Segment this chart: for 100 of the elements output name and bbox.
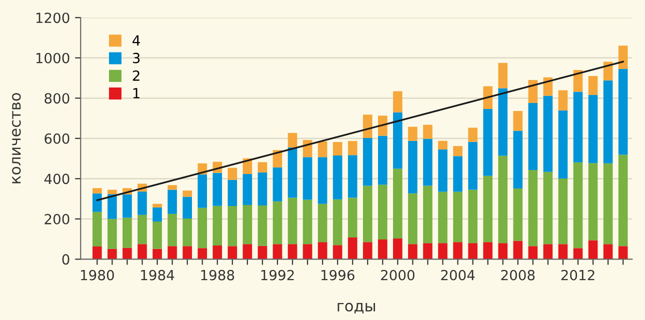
- bar: [152, 222, 162, 249]
- bar: [318, 157, 328, 204]
- x-tick-label: 2004: [441, 270, 475, 280]
- bar: [603, 80, 613, 164]
- bar: [108, 194, 117, 219]
- bar: [122, 194, 132, 218]
- bar: [288, 244, 298, 260]
- x-tick-label: 1980: [81, 270, 114, 280]
- bar: [318, 242, 328, 260]
- bar: [348, 198, 358, 238]
- bar: [258, 246, 268, 260]
- bar: [258, 172, 268, 206]
- x-tick-label: 1992: [261, 270, 294, 280]
- x-tick-label: 1988: [201, 270, 234, 280]
- bar: [212, 172, 222, 206]
- bar: [242, 244, 252, 260]
- bar: [393, 168, 402, 238]
- bar: [528, 170, 538, 246]
- bar: [198, 174, 207, 208]
- bar: [242, 205, 252, 244]
- bar: [498, 88, 508, 156]
- bar: [272, 201, 282, 244]
- bar: [513, 111, 523, 131]
- bar: [498, 243, 508, 260]
- bar: [152, 248, 162, 260]
- bar: [92, 193, 102, 212]
- bar: [453, 242, 462, 260]
- legend-label: 4: [132, 35, 140, 46]
- x-tick-label: 2008: [501, 270, 535, 280]
- bar: [362, 138, 372, 186]
- bar: [228, 246, 238, 260]
- bar: [498, 156, 508, 244]
- bar: [408, 140, 418, 194]
- bar: [258, 205, 268, 246]
- bar: [468, 190, 478, 244]
- bar: [288, 198, 298, 244]
- bar: [362, 242, 372, 260]
- bar: [122, 218, 132, 248]
- bar: [483, 242, 493, 260]
- bar: [558, 90, 568, 110]
- y-tick-label: 200: [44, 214, 70, 224]
- bar: [558, 110, 568, 178]
- bar: [483, 176, 493, 242]
- bar: [393, 112, 402, 169]
- bar: [182, 190, 192, 197]
- bar: [588, 240, 598, 260]
- bar: [168, 246, 177, 260]
- bar: [528, 246, 538, 260]
- bar: [212, 246, 222, 260]
- bar: [152, 204, 162, 208]
- bar: [182, 218, 192, 246]
- bar: [302, 244, 312, 260]
- bar: [603, 244, 613, 260]
- bar: [138, 214, 147, 244]
- bar: [182, 196, 192, 219]
- x-axis-title: годы: [338, 302, 375, 314]
- x-tick-label: 2012: [561, 270, 594, 280]
- bar: [423, 124, 432, 139]
- bar: [423, 243, 432, 260]
- bar: [453, 146, 462, 156]
- bar: [423, 138, 432, 186]
- bar: [138, 244, 147, 260]
- bar: [92, 212, 102, 247]
- y-tick-label: 1000: [36, 52, 70, 64]
- bar: [573, 162, 583, 248]
- bar: [92, 188, 102, 194]
- y-tick-label: 1200: [36, 12, 70, 24]
- bar: [332, 245, 342, 260]
- bar: [408, 244, 418, 260]
- bar: [228, 180, 238, 206]
- bar: [588, 163, 598, 240]
- bar: [453, 192, 462, 242]
- bar: [108, 190, 117, 194]
- bar: [588, 94, 598, 164]
- bar: [242, 174, 252, 206]
- bar: [92, 246, 102, 260]
- bar: [302, 157, 312, 200]
- bar: [438, 149, 448, 192]
- bar: [408, 126, 418, 141]
- bar: [618, 68, 628, 155]
- bar: [438, 140, 448, 150]
- bar: [468, 243, 478, 260]
- bar: [513, 188, 523, 241]
- bar: [378, 116, 388, 136]
- bar: [168, 214, 177, 246]
- bar: [198, 208, 207, 248]
- bar: [138, 192, 147, 215]
- legend-label: 3: [132, 52, 140, 64]
- bar: [513, 130, 523, 189]
- bar: [558, 244, 568, 260]
- x-tick-label: 1984: [141, 270, 174, 280]
- bar: [168, 185, 177, 190]
- bar: [332, 199, 342, 246]
- bar: [378, 239, 388, 260]
- bar: [453, 156, 462, 192]
- y-tick-label: 0: [62, 254, 70, 265]
- bar: [498, 62, 508, 88]
- bar: [288, 132, 298, 148]
- bar: [543, 96, 553, 172]
- bar: [348, 155, 358, 198]
